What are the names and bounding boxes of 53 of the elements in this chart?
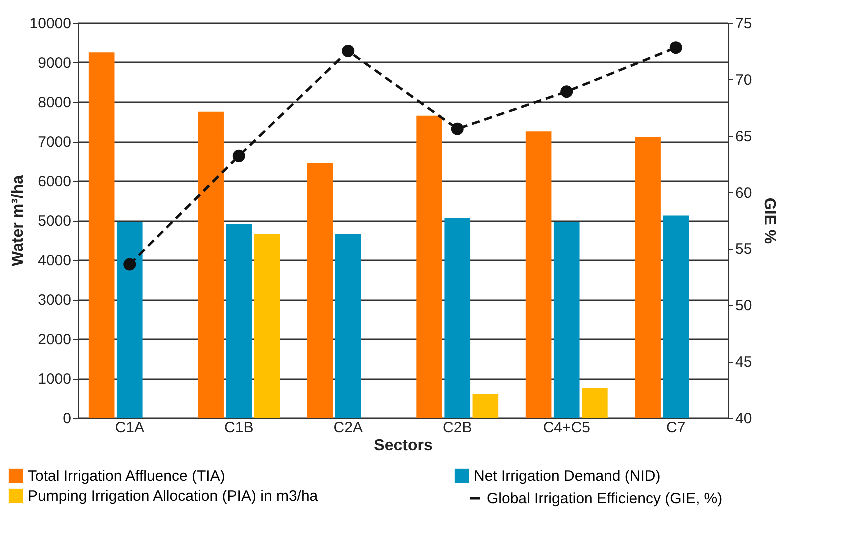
y-tick-label: 0: [63, 410, 72, 428]
y-tick-label: 1000: [38, 371, 72, 388]
y-tick-label: 8000: [38, 94, 72, 112]
legend-label: Global Irrigation Efficiency (GIE, %): [487, 490, 723, 508]
y2-tick-label: 55: [736, 241, 752, 258]
bar: [416, 116, 442, 418]
point: [232, 150, 246, 162]
bar: [635, 138, 661, 418]
bar: [335, 234, 362, 418]
legend-label: Net Irrigation Demand (NID): [474, 468, 661, 485]
legend-label: Pumping Irrigation Allocation (PIA) in m3/ha: [28, 488, 319, 505]
x-tick-label: C1B: [224, 420, 254, 436]
x-tick-label: C2B: [443, 420, 472, 436]
x-axis-title: Sectors: [374, 438, 433, 454]
y-tick-label: 10000: [30, 16, 72, 32]
bar: [116, 222, 143, 418]
y-tick-label: 3000: [38, 292, 72, 309]
y-tick-label: 7000: [38, 134, 72, 151]
y-axis-title: Water m³/ha: [10, 175, 27, 266]
y2-tick-label: 50: [736, 298, 752, 315]
x-tick-label: C2A: [334, 420, 363, 436]
point: [670, 42, 682, 54]
bar: [663, 216, 690, 418]
y-tick-label: 4000: [38, 252, 72, 270]
y2-tick-label: 40: [736, 410, 752, 428]
y2-tick-label: 65: [736, 128, 752, 146]
bar: [444, 218, 471, 418]
legend-label: Total Irrigation Affluence (TIA): [28, 468, 226, 485]
bar: [307, 163, 334, 418]
bar: [198, 112, 224, 418]
y-tick-label: 2000: [38, 332, 72, 348]
point: [560, 86, 574, 98]
x-tick-label: C7: [666, 420, 686, 436]
x-tick-label: C4+C5: [543, 420, 590, 436]
bar: [582, 388, 608, 418]
y-tick-label: 6000: [38, 174, 72, 190]
y2-tick-label: 60: [736, 184, 752, 202]
y-tick-label: 9000: [38, 55, 72, 72]
y2-tick-label: 45: [736, 354, 752, 372]
y2-axis-title: GIE %: [761, 198, 778, 244]
bar: [554, 222, 580, 418]
point: [451, 122, 464, 136]
y2-tick-label: 75: [736, 16, 752, 32]
point: [124, 258, 136, 271]
bar: [88, 52, 115, 418]
point: [342, 44, 355, 58]
y-tick-label: 5000: [38, 213, 72, 230]
x-tick-label: C1A: [115, 420, 144, 436]
bar: [526, 132, 552, 418]
bar: [254, 234, 280, 418]
bar: [226, 224, 252, 418]
y2-tick-label: 70: [736, 72, 752, 89]
bar: [472, 394, 499, 418]
